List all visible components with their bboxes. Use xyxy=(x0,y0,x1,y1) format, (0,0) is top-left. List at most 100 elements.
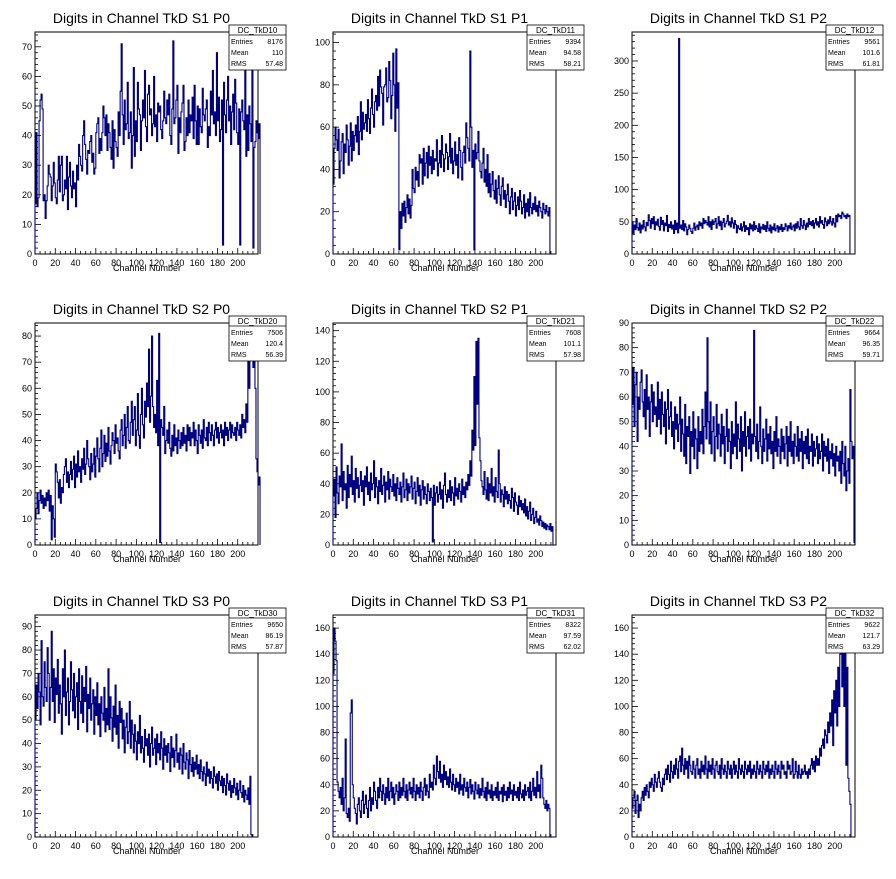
y-tick-label: 20 xyxy=(320,806,330,816)
chart-title: Digits in Channel TkD S2 P0 xyxy=(53,301,230,317)
x-tick-label: 180 xyxy=(807,841,822,851)
y-tick-label: 0 xyxy=(624,540,629,550)
x-axis-label: Channel Number xyxy=(411,846,479,856)
x-tick-label: 120 xyxy=(149,841,164,851)
y-tick-label: 0 xyxy=(27,249,32,259)
stats-label-entries: Entries xyxy=(231,622,253,629)
stats-name: DC_TkD22 xyxy=(835,317,875,326)
x-tick-label: 100 xyxy=(129,549,144,559)
stats-label-mean: Mean xyxy=(231,633,249,640)
y-tick-label: 120 xyxy=(614,675,629,685)
chart-title: Digits in Channel TkD S2 P2 xyxy=(650,301,827,317)
x-tick-label: 80 xyxy=(409,549,419,559)
y-tick-label: 60 xyxy=(320,448,330,458)
y-tick-label: 160 xyxy=(614,623,629,633)
y-tick-label: 40 xyxy=(320,780,330,790)
x-tick-label: 120 xyxy=(447,258,462,268)
stats-frame xyxy=(825,24,884,71)
plot-frame xyxy=(332,322,557,546)
x-tick-label: 200 xyxy=(827,549,842,559)
y-tick-label: 60 xyxy=(320,122,330,132)
histogram-panel: Digits in Channel TkD S3 P2 0 20 40 60 80 100 1… xyxy=(614,593,884,856)
stats-value-mean: 97.59 xyxy=(563,633,581,640)
y-axis: 0 10 20 30 40 50 60 70 xyxy=(22,34,41,259)
y-tick-label: 90 xyxy=(22,622,32,632)
stats-frame xyxy=(228,24,287,71)
y-tick-label: 80 xyxy=(22,645,32,655)
x-tick-label: 40 xyxy=(71,258,81,268)
x-axis-label: Channel Number xyxy=(710,554,778,564)
x-tick-label: 80 xyxy=(708,549,718,559)
histogram-series xyxy=(631,627,852,837)
x-tick-label: 0 xyxy=(330,258,335,268)
y-tick-label: 70 xyxy=(619,367,629,377)
x-tick-label: 20 xyxy=(50,258,60,268)
x-tick-label: 60 xyxy=(389,549,399,559)
y-tick-label: 0 xyxy=(325,832,330,842)
x-tick-label: 180 xyxy=(210,258,225,268)
plot-frame xyxy=(631,614,856,838)
chart-title: Digits in Channel TkD S3 P0 xyxy=(53,593,230,609)
stats-value-entries: 9561 xyxy=(864,39,880,46)
x-tick-label: 160 xyxy=(787,841,802,851)
y-tick-label: 50 xyxy=(619,217,629,227)
x-tick-label: 20 xyxy=(348,841,358,851)
histogram-panel: Digits in Channel TkD S1 P1 0 20 40 60 80 100 1… xyxy=(315,10,585,273)
x-tick-label: 100 xyxy=(427,841,442,851)
y-tick-label: 0 xyxy=(624,249,629,259)
x-tick-label: 200 xyxy=(528,841,543,851)
y-tick-label: 40 xyxy=(320,479,330,489)
x-tick-label: 140 xyxy=(467,841,482,851)
histogram-series xyxy=(34,332,261,545)
x-tick-label: 40 xyxy=(369,549,379,559)
x-tick-label: 20 xyxy=(348,549,358,559)
x-tick-label: 120 xyxy=(746,258,761,268)
stats-value-rms: 58.21 xyxy=(563,61,581,68)
y-tick-label: 20 xyxy=(619,806,629,816)
stats-label-mean: Mean xyxy=(231,341,249,348)
x-tick-label: 140 xyxy=(467,549,482,559)
y-tick-label: 100 xyxy=(315,38,330,48)
x-tick-label: 160 xyxy=(787,258,802,268)
x-tick-label: 140 xyxy=(766,258,781,268)
x-tick-label: 140 xyxy=(467,258,482,268)
x-axis-label: Channel Number xyxy=(710,263,778,273)
y-tick-label: 100 xyxy=(614,185,629,195)
y-tick-label: 120 xyxy=(315,356,330,366)
stats-box: DC_TkD30 Entries 9650 Mean 86.19 RMS 57.87 xyxy=(228,607,287,654)
x-tick-label: 140 xyxy=(169,258,184,268)
stats-box: DC_TkD31 Entries 8322 Mean 97.59 RMS 62.02 xyxy=(526,607,585,654)
stats-value-entries: 9664 xyxy=(864,330,880,337)
x-tick-label: 140 xyxy=(169,549,184,559)
x-tick-label: 100 xyxy=(726,549,741,559)
stats-label-entries: Entries xyxy=(231,330,253,337)
y-tick-label: 50 xyxy=(22,409,32,419)
y-tick-label: 40 xyxy=(619,780,629,790)
x-tick-label: 160 xyxy=(787,549,802,559)
x-tick-label: 60 xyxy=(91,841,101,851)
x-tick-label: 200 xyxy=(230,549,245,559)
x-tick-label: 100 xyxy=(726,258,741,268)
x-tick-label: 40 xyxy=(668,258,678,268)
x-tick-label: 100 xyxy=(129,841,144,851)
y-tick-label: 30 xyxy=(22,762,32,772)
plot-frame xyxy=(332,31,557,255)
x-tick-label: 180 xyxy=(508,841,523,851)
stats-label-entries: Entries xyxy=(828,39,850,46)
stats-value-entries: 7608 xyxy=(565,330,581,337)
stats-name: DC_TkD32 xyxy=(835,609,875,618)
x-tick-label: 40 xyxy=(71,549,81,559)
stats-box: DC_TkD21 Entries 7608 Mean 101.1 RMS 57.98 xyxy=(526,315,585,362)
y-axis: 0 50 100 150 200 250 300 xyxy=(614,34,638,259)
stats-label-mean: Mean xyxy=(529,633,547,640)
histogram-series xyxy=(34,630,253,837)
stats-label-entries: Entries xyxy=(828,622,850,629)
y-tick-label: 40 xyxy=(320,164,330,174)
y-tick-label: 0 xyxy=(325,540,330,550)
stats-name: DC_TkD21 xyxy=(536,317,576,326)
stats-name: DC_TkD20 xyxy=(238,317,278,326)
y-tick-label: 80 xyxy=(320,728,330,738)
x-tick-label: 100 xyxy=(427,258,442,268)
y-tick-label: 120 xyxy=(315,675,330,685)
y-tick-label: 0 xyxy=(27,832,32,842)
